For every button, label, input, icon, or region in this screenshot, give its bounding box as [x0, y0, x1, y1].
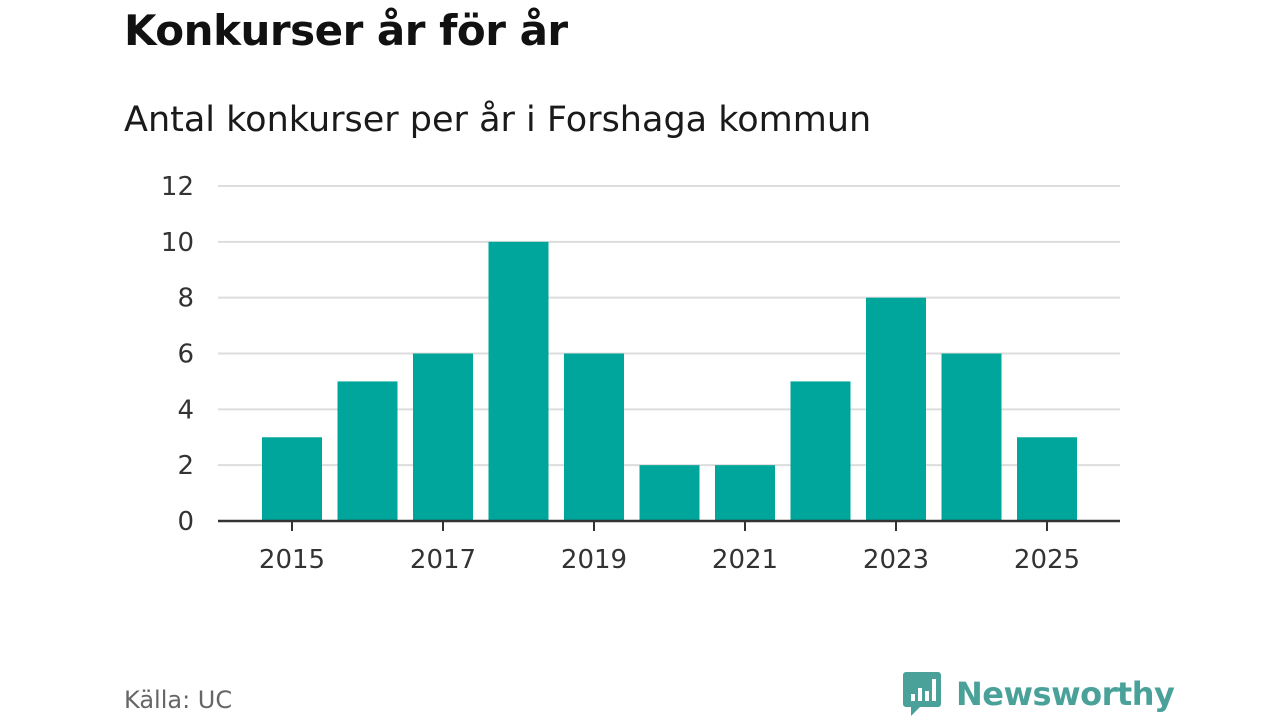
y-tick-label: 8 [177, 284, 194, 314]
y-tick-label: 6 [177, 340, 194, 370]
chart-title: Konkurser år för år [124, 6, 568, 55]
bar-2016 [337, 381, 398, 521]
y-axis-ticks: 0 2 4 6 8 10 12 [161, 172, 194, 537]
x-tick-label: 2015 [259, 545, 325, 575]
newsworthy-logo: Newsworthy [902, 670, 1175, 718]
bars [262, 241, 1077, 522]
bar-2019 [564, 353, 624, 521]
x-tick-label: 2023 [863, 545, 929, 575]
logo-text: Newsworthy [956, 675, 1175, 713]
x-tick-label: 2021 [712, 545, 778, 575]
y-tick-label: 10 [161, 228, 194, 258]
bar-2025 [1017, 437, 1077, 521]
y-tick-label: 4 [177, 395, 194, 425]
bar-2022 [790, 381, 851, 521]
bar-2021 [715, 465, 775, 521]
y-tick-label: 12 [161, 172, 194, 202]
x-tick-label: 2017 [410, 545, 476, 575]
bar-chart-speech-bubble-icon [903, 672, 941, 716]
x-axis: 2015 2017 2019 2021 2023 2025 [218, 519, 1120, 575]
bar-2017 [413, 353, 473, 521]
bar-2018 [488, 241, 549, 522]
chart-subtitle: Antal konkurser per år i Forshaga kommun [124, 100, 872, 140]
x-tick-label: 2019 [561, 545, 627, 575]
x-tick-label: 2025 [1014, 545, 1080, 575]
bar-2023 [866, 297, 926, 521]
bar-2020 [639, 465, 700, 521]
bar-2015 [262, 437, 322, 521]
y-tick-label: 0 [177, 507, 194, 537]
bar-2024 [941, 353, 1002, 521]
y-tick-label: 2 [177, 451, 194, 481]
source-note: Källa: UC [124, 686, 233, 714]
